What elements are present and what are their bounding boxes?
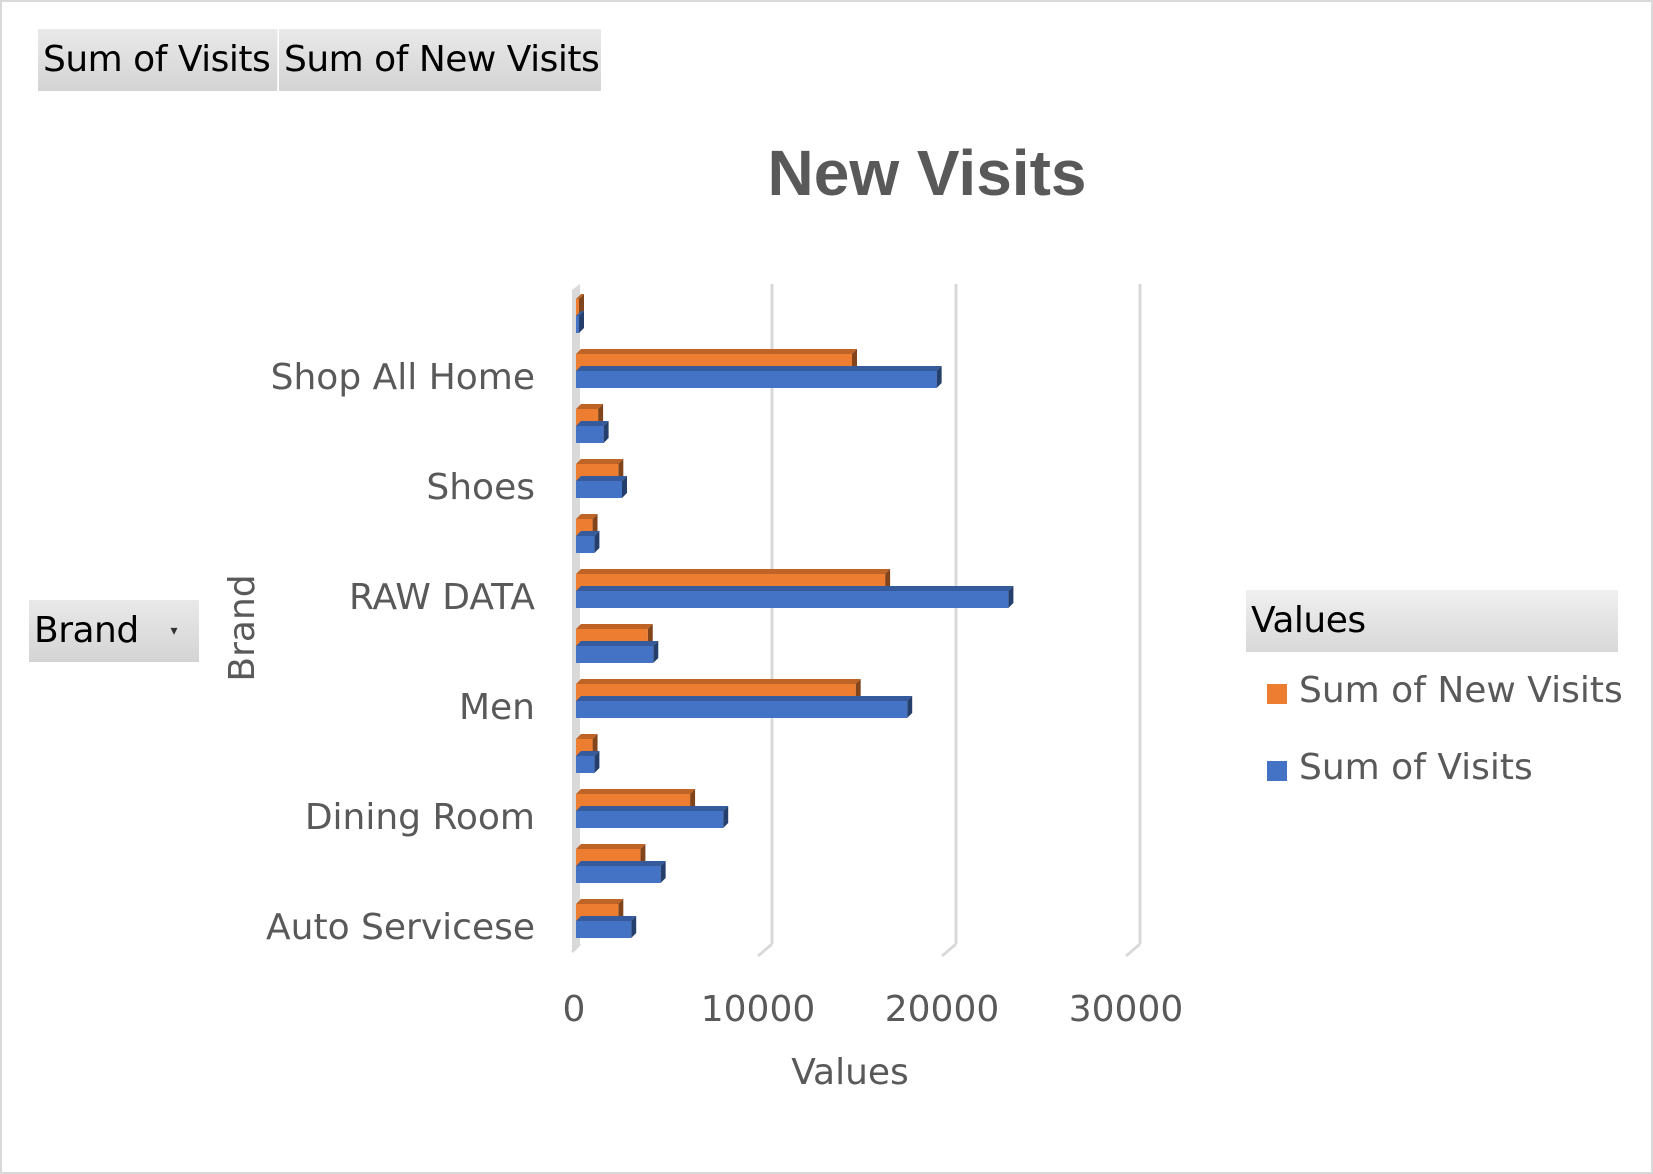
legend-swatch [1267, 761, 1287, 781]
sum-of-visits-field-button[interactable]: Sum of Visits [38, 29, 278, 91]
y-tick-label: Shop All Home [271, 357, 535, 398]
legend-swatch [1267, 684, 1287, 704]
bar-visits [576, 751, 600, 773]
brand-filter-label: Brand [34, 610, 139, 651]
legend: Sum of New Visits Sum of Visits [1267, 670, 1623, 788]
bar-visits [576, 476, 627, 498]
bar-new-visits [576, 734, 598, 756]
bar-visits [576, 916, 637, 938]
bars-group [576, 294, 1014, 938]
bar-visits [576, 806, 729, 828]
gridline-floor [570, 942, 582, 954]
y-tick-labels: Auto Servicese Dining Room Men RAW DATA Shoe… [266, 357, 535, 948]
x-tick-label: 30000 [1069, 989, 1184, 1030]
bar-visits [576, 861, 666, 883]
bar-visits [576, 366, 942, 388]
bar-new-visits [576, 294, 584, 316]
x-axis-title: Values [791, 1052, 909, 1093]
y-tick-label: RAW DATA [349, 577, 535, 618]
bar-visits [576, 586, 1014, 608]
bar-visits [576, 311, 584, 333]
y-tick-label: Auto Servicese [266, 907, 535, 948]
legend-header: Values [1246, 590, 1618, 652]
x-tick-label: 0 [563, 989, 586, 1030]
gridline-floor [941, 942, 957, 958]
bar-visits [576, 421, 609, 443]
gridline-floor [1125, 942, 1141, 958]
bar-visits [576, 531, 600, 553]
axis-wall [572, 284, 580, 950]
y-tick-label: Men [459, 687, 535, 728]
x-tick-label: 20000 [885, 989, 1000, 1030]
x-tick-labels: 0 10000 20000 30000 [563, 989, 1184, 1030]
y-axis-title: Brand [222, 574, 263, 681]
x-tick-label: 10000 [701, 989, 816, 1030]
gridlines [570, 284, 1142, 958]
dropdown-arrow-icon[interactable]: ▾ [170, 623, 177, 639]
sum-of-new-visits-field-button[interactable]: Sum of New Visits [279, 29, 601, 91]
legend-label: Sum of Visits [1299, 747, 1533, 788]
bar-visits [576, 641, 659, 663]
bar-visits [576, 696, 913, 718]
gridline-floor [757, 942, 773, 958]
y-tick-label: Dining Room [305, 797, 535, 838]
legend-label: Sum of New Visits [1299, 670, 1623, 711]
chart-title: New Visits [768, 137, 1087, 209]
y-tick-label: Shoes [426, 467, 535, 508]
brand-filter-button[interactable]: Brand ▾ [29, 600, 199, 662]
